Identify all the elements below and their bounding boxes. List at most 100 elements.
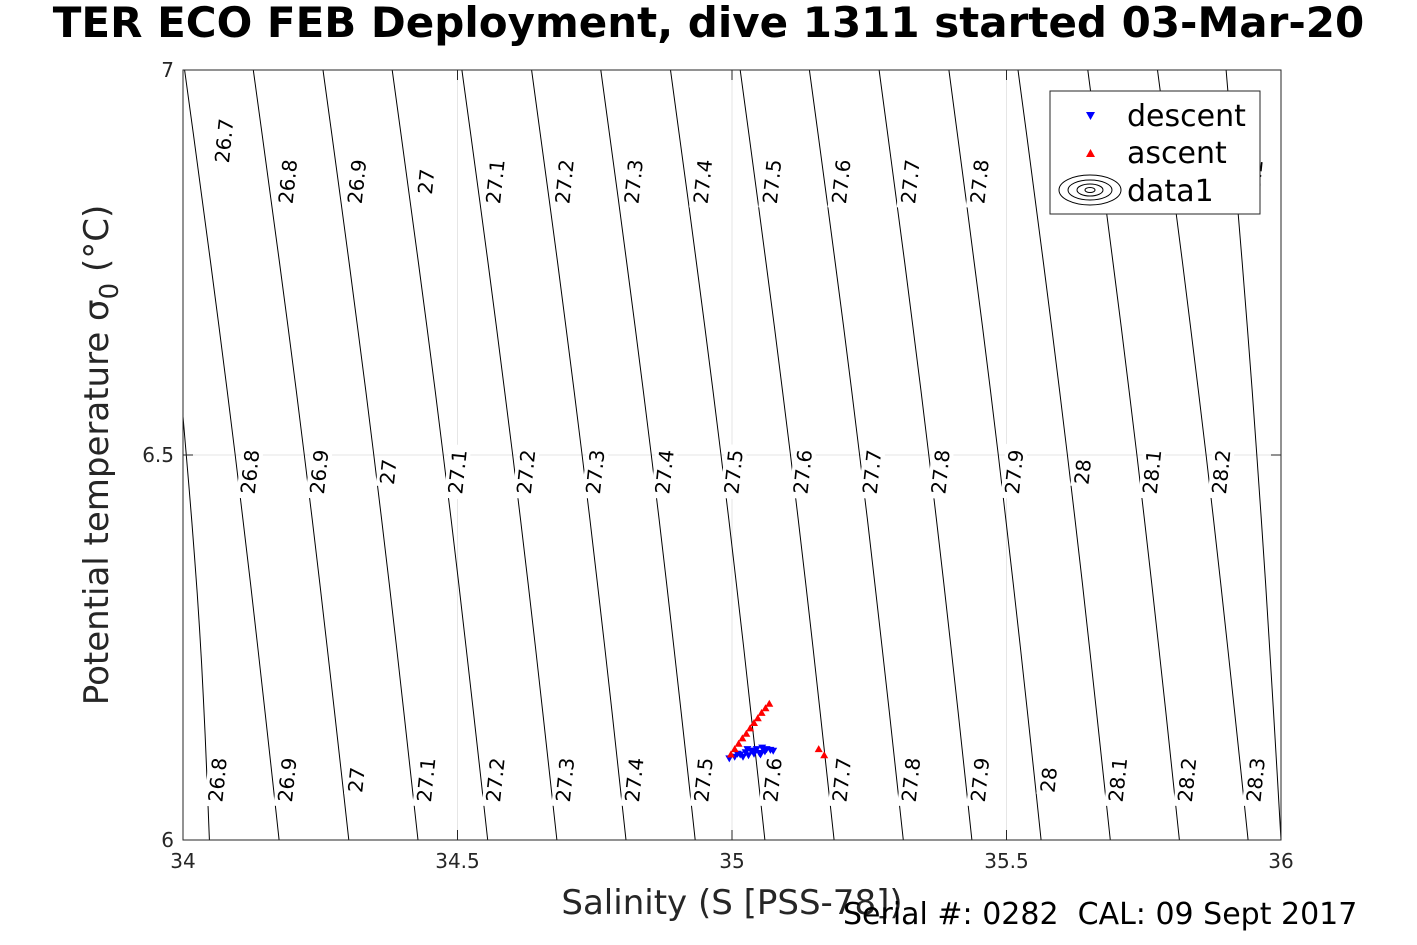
ascent-point [750,719,758,726]
contour-label-text: 27.8 [926,449,955,496]
contour-label: 28.1 [1104,751,1133,808]
ascent-point [757,708,766,716]
contour-label-text: 27.9 [1000,449,1029,496]
contour-label-text: 28.1 [1104,757,1133,804]
descent-point [756,751,765,759]
descent-point [744,752,753,760]
ascent-point [746,724,755,732]
legend-item-data1: data1 [1058,174,1214,209]
contour-label: 27 [375,455,402,488]
contour-label: 28.2 [1207,443,1236,500]
contour-label: 27.1 [412,751,440,808]
contour-label-text: 26.9 [273,757,302,804]
contour-label-text: 27.6 [758,757,787,804]
contour-label-text: 26.9 [343,158,372,205]
legend-box [1049,90,1261,215]
contour-label: 27.7 [828,751,857,808]
contour-label: 27.2 [512,443,541,500]
density-contour-line [739,70,835,840]
contour-label: 27.1 [443,443,472,500]
contour-legend-icon [1058,174,1122,206]
contour-label-text: 27.8 [897,757,926,804]
contour-label: 26.9 [305,443,334,500]
contour-label-text: 27.5 [758,158,787,205]
density-contour-line [184,70,280,840]
contour-label-text: 28.2 [1207,449,1236,496]
contour-label: 27.6 [789,443,818,500]
ascent-point [730,745,739,753]
contour-label-text: 27.2 [481,757,510,804]
chart-title: TER ECO FEB Deployment, dive 1311 starte… [52,0,1365,47]
density-contour-line [461,70,558,840]
contour-label-text: 27.8 [965,158,994,205]
contour-label: 27.4 [650,443,679,500]
contour-label: 27.8 [926,443,955,500]
contour-label: 26.9 [343,153,372,210]
contour-label-text: 28 [1070,458,1097,486]
density-contour-line [600,70,696,840]
contour-label-text: 27.3 [551,757,580,804]
descent-point [769,747,778,755]
contour-label: 28 [1070,455,1097,488]
contour-label-text: 27.5 [689,757,718,804]
density-contour-line [948,70,1042,840]
legend-label-descent: descent [1127,99,1246,134]
serial-cal-footer: Serial #: 0282 CAL: 09 Sept 2017 [843,897,1358,932]
contour-label-text: 26.9 [305,449,334,496]
contour-label-text: 27.1 [443,449,472,496]
contour-label-text: 28.2 [1173,757,1202,804]
contour-label: 28.3 [1241,751,1270,808]
y-tick-label: 6 [161,828,174,852]
data-points [725,699,829,763]
contour-label-text: 27.7 [896,158,925,205]
ascent-point [814,745,823,753]
x-tick-label: 34.5 [435,849,480,873]
contour-label-text: 26.8 [236,449,265,496]
density-contour-line [252,70,350,840]
contour-label: 27.1 [481,153,510,210]
contour-label: 27.4 [620,751,649,808]
contour-label: 27.5 [758,153,787,210]
contour-label-text: 28 [1036,766,1063,794]
ascent-marker-icon [1086,149,1095,157]
contour-label: 26.9 [273,751,302,808]
ascent-point [820,751,829,759]
contour-label-text: 27 [343,766,370,794]
contour-label-text: 27.3 [619,158,648,205]
contour-label: 27.2 [481,751,510,808]
contour-label: 26.8 [236,443,265,500]
contour-label-text: 27 [375,458,402,486]
contour-label: 27 [413,165,440,198]
contour-label-text: 27.7 [828,757,857,804]
x-tick-label: 36 [1268,849,1293,873]
x-tick-label: 35.5 [984,849,1029,873]
density-contours [183,70,1281,840]
contour-label-text: 27.1 [481,158,510,205]
contour-label: 27.7 [858,443,887,500]
contour-label: 27.2 [550,153,579,210]
contour-label-text: 27.7 [858,449,887,496]
contour-label-text: 27.2 [550,158,579,205]
legend-label-ascent: ascent [1127,136,1227,171]
density-contour-line [531,70,627,840]
contour-labels: 26.7 26.8 26.9 27 27.1 27.2 27.3 27.4 27.5 27.6 27… [203,112,1270,808]
contour-label-text: 27.2 [512,449,541,496]
contour-label-text: 27.6 [789,449,818,496]
ascent-point [742,729,751,737]
x-tick-label: 34 [170,849,195,873]
ascent-point [765,699,774,707]
contour-label-text: 27 [413,168,440,196]
descent-point [743,746,752,754]
y-tick-label: 7 [161,58,174,82]
contour-label: 27.8 [965,153,994,210]
contour-label-text: 27.4 [650,449,679,496]
contour-label-text: 27.4 [689,158,718,205]
descent-point [733,750,742,758]
contour-label: 26.7 [210,112,238,169]
contour-label: 27.7 [896,153,925,210]
legend-item-ascent: ascent [1086,136,1227,171]
contour-label-text: 27.6 [827,158,856,205]
y-tick-label: 6.5 [142,443,174,467]
contour-label-text: 27.5 [719,449,748,496]
contour-label: 27.4 [689,153,718,210]
